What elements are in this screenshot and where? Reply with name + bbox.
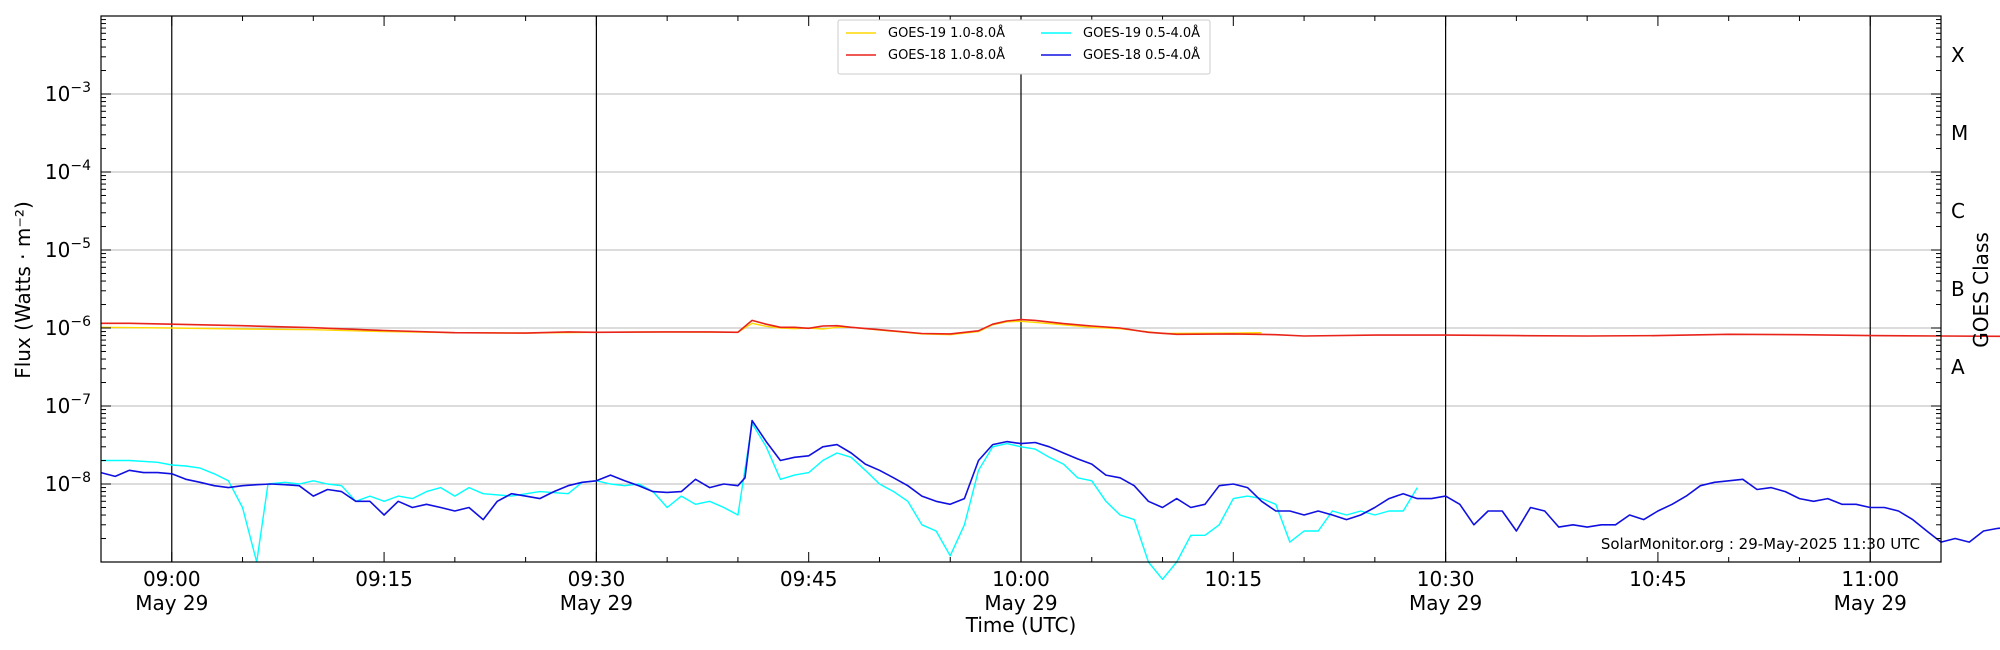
series-line-4 (100, 419, 2000, 543)
x-tick-label: 10:45 (1629, 567, 1687, 591)
goes-class-label: X (1951, 43, 1965, 67)
x-tick-date-label: May 29 (560, 591, 633, 615)
legend-entry-label: GOES-18 1.0-8.0Å (888, 47, 1005, 63)
x-tick-label: 10:30 (1417, 567, 1475, 591)
x-tick-date-label: May 29 (984, 591, 1057, 615)
data-series (100, 318, 2000, 580)
goes-class-label: B (1951, 277, 1965, 301)
legend-box (837, 19, 1211, 75)
legend-entry-label: GOES-18 0.5-4.0Å (1083, 47, 1200, 63)
legend-entry-label: GOES-19 1.0-8.0Å (888, 25, 1005, 41)
x-tick-label: 09:30 (568, 567, 626, 591)
x-tick-label: 10:15 (1204, 567, 1262, 591)
watermark-text: SolarMonitor.org : 29-May-2025 11:30 UTC (1601, 535, 1920, 553)
y-axis-label: Flux (Watts · m⁻²) (11, 201, 35, 379)
y-tick-label: 10−8 (45, 470, 91, 496)
series-line-3 (101, 422, 1418, 580)
y-tick-label: 10−4 (45, 158, 91, 184)
x-tick-label: 09:00 (143, 567, 201, 591)
series-line-2 (101, 318, 2000, 338)
x-tick-date-label: May 29 (1409, 591, 1482, 615)
y-tick-label: 10−5 (45, 236, 91, 262)
x-tick-date-label: May 29 (135, 591, 208, 615)
x-tick-label: 09:45 (780, 567, 838, 591)
grid-lines (101, 16, 1941, 562)
goes-class-label: M (1951, 121, 1968, 145)
legend-entry-label: GOES-19 0.5-4.0Å (1083, 25, 1200, 41)
right-axis-label: GOES Class (1969, 232, 1993, 348)
goes-class-label: A (1951, 355, 1965, 379)
legend: GOES-19 1.0-8.0Å GOES-18 1.0-8.0Å GOES-19 … (837, 19, 1211, 75)
y-tick-label: 10−7 (45, 392, 91, 418)
goes-class-label: C (1951, 199, 1965, 223)
x-tick-label: 11:00 (1841, 567, 1899, 591)
x-tick-date-label: May 29 (1834, 591, 1907, 615)
y-tick-label: 10−6 (45, 314, 91, 340)
axes (100, 15, 1942, 563)
x-tick-label: 09:15 (355, 567, 413, 591)
y-tick-label: 10−3 (45, 80, 91, 106)
x-tick-label: 10:00 (992, 567, 1050, 591)
x-axis-label: Time (UTC) (965, 613, 1077, 637)
